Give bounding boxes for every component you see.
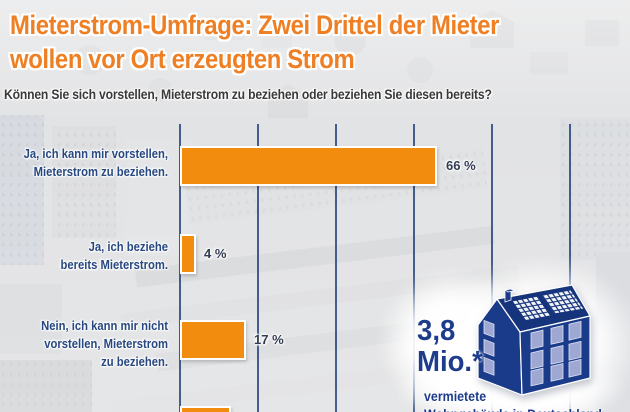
value-label-17: 17 % (254, 332, 284, 347)
gable-windows (483, 319, 495, 376)
gridline-40 (335, 124, 337, 412)
front-windows (530, 320, 582, 387)
value-label-66: 66 % (446, 158, 476, 173)
bar-ja-vorstellen (180, 146, 438, 186)
solar-panel (540, 288, 585, 315)
page-title: Mieterstrom-Umfrage: Zwei Drittel der Mi… (10, 8, 630, 76)
stat-caption-line-2: Wohngebäude in Deutschland (424, 407, 602, 412)
title-line-2: wollen vor Ort erzeugten Strom (10, 44, 355, 74)
stat-value: 3,8 (417, 315, 456, 347)
stat-number: 3,8 Mio.* (417, 316, 483, 378)
title-line-1: Mieterstrom-Umfrage: Zwei Drittel der Mi… (10, 10, 500, 40)
stat-caption-line-1: vermietete (424, 389, 487, 404)
bar-nein (180, 320, 247, 360)
stat-unit: Mio.* (417, 346, 483, 378)
value-label-4: 4 % (204, 246, 227, 261)
house-with-solar-panels-icon (477, 284, 591, 396)
category-label-ja-vorstellen: Ja, ich kann mir vorstellen, Mieterstrom… (23, 147, 169, 179)
bar-cut-off (180, 406, 231, 412)
bar-ja-bereits (180, 234, 196, 274)
survey-question: Können Sie sich vorstellen, Mieterstrom … (4, 87, 492, 102)
solar-panel (511, 295, 552, 322)
category-label-ja-bereits: Ja, ich beziehe bereits Mieterstrom. (60, 240, 168, 272)
gridline-20 (257, 124, 259, 412)
category-label-nein: Nein, ich kann mir nicht vorstellen, Mie… (41, 319, 169, 369)
